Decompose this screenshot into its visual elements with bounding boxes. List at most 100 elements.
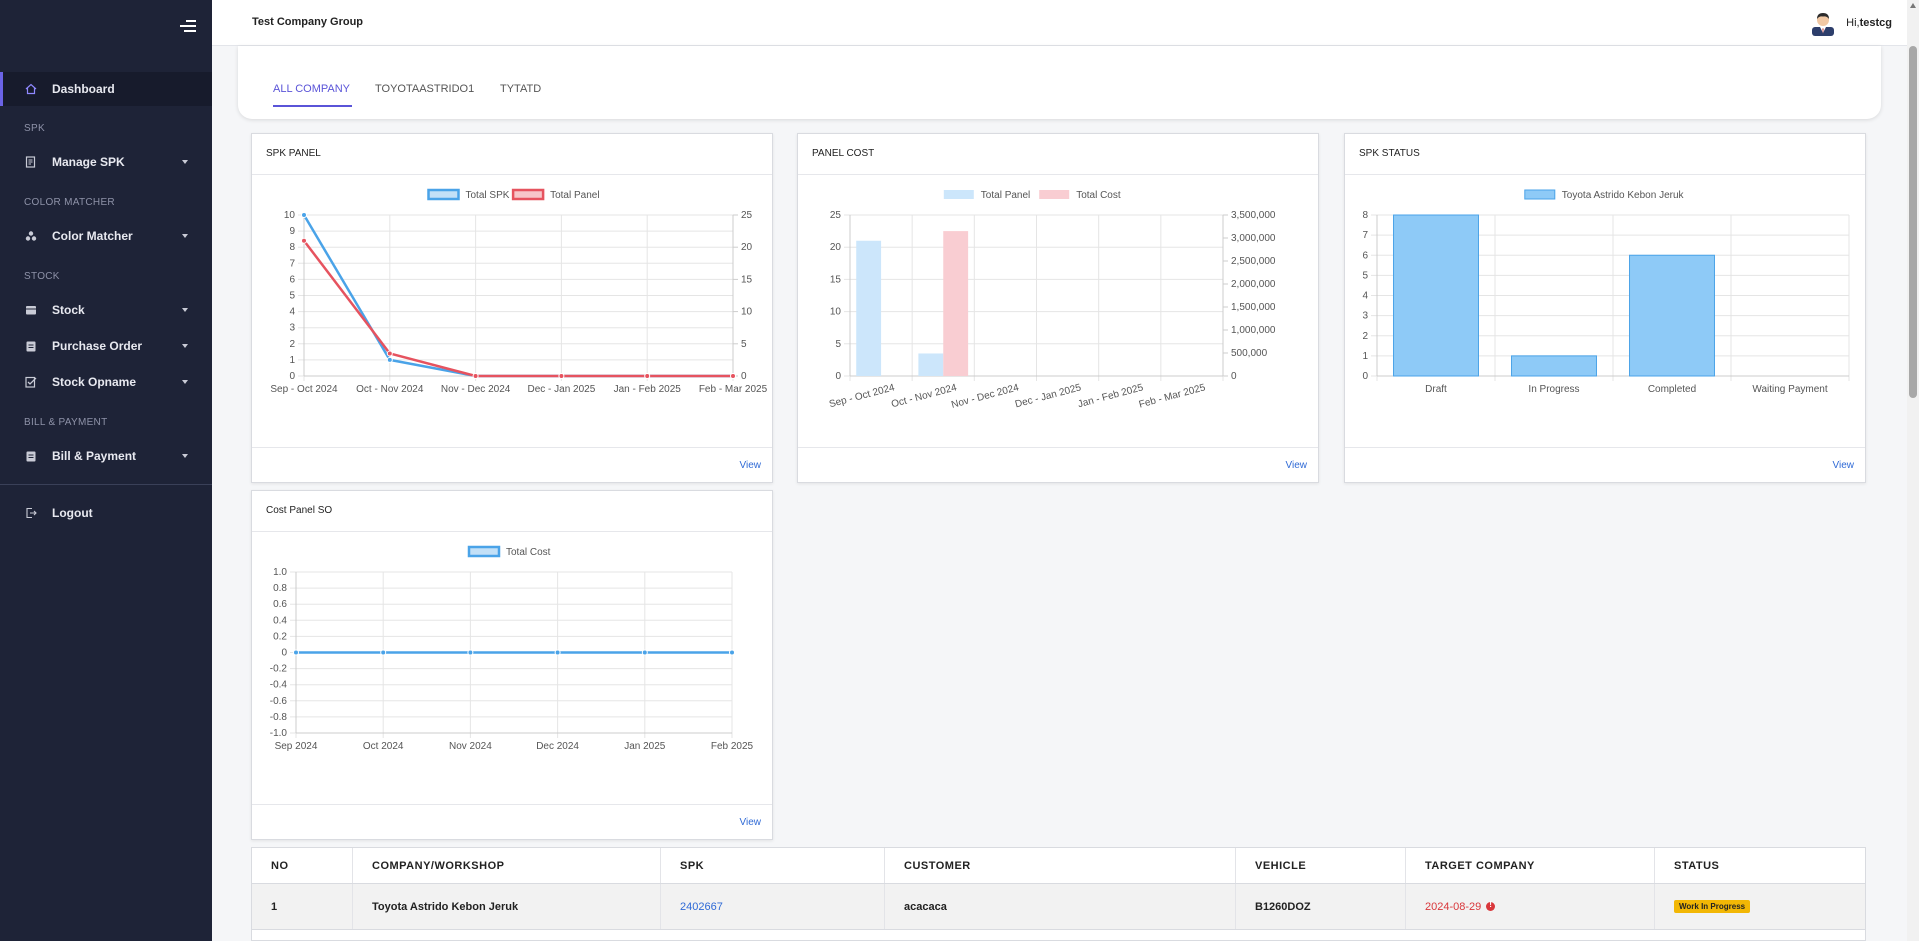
y-tick-label: 0.2 [273, 631, 287, 642]
chevron-down-icon [182, 308, 188, 312]
chevron-down-icon [182, 380, 188, 384]
spk-status-chart: Toyota Astrido Kebon Jeruk 0 1 2 3 4 5 6 7 8 Draft… [1362, 189, 1850, 395]
x-tick-label: Jan - Feb 2025 [614, 384, 682, 395]
spk-status-view-link[interactable]: View [1832, 460, 1855, 471]
x-tick-label: Completed [1648, 384, 1696, 395]
x-tick-label: In Progress [1528, 384, 1579, 395]
page-scrollbar[interactable] [1907, 0, 1919, 941]
sidebar-item-bill-payment[interactable]: Bill & Payment [0, 439, 212, 473]
x-tick-label: Jan 2025 [624, 741, 666, 752]
active-tab-indicator [273, 105, 352, 107]
x-tick-label: Waiting Payment [1752, 384, 1827, 395]
scroll-thumb[interactable] [1909, 46, 1917, 398]
data-point [730, 373, 736, 379]
data-point [554, 649, 561, 656]
sidebar-item-dashboard[interactable]: Dashboard [0, 72, 212, 106]
column-header-status: STATUS [1654, 848, 1865, 883]
y-tick-label: 3 [1362, 311, 1368, 322]
x-tick-label: Jan - Feb 2025 [1077, 382, 1145, 410]
data-point [293, 649, 299, 656]
cell-status: Work In Progress [1654, 884, 1865, 929]
panel-cost-chart: Total Panel Total Cost 0 5 10 15 20 25 0 500,000 1… [828, 190, 1276, 411]
cell-spk-link[interactable]: 2402667 [660, 884, 884, 929]
x-tick-label: Feb - Mar 2025 [699, 384, 768, 395]
sidebar-item-color-matcher[interactable]: Color Matcher [0, 219, 212, 253]
sidebar-toggle-icon[interactable] [180, 20, 196, 34]
scroll-up-arrow-icon[interactable] [1910, 3, 1916, 8]
y-tick-label: 6 [289, 274, 295, 285]
legend-label: Total SPK [466, 190, 510, 201]
sidebar-item-manage-spk[interactable]: Manage SPK [0, 145, 212, 179]
card-divider [1345, 174, 1865, 175]
card-divider [798, 447, 1318, 448]
sidebar-item-label: Dashboard [52, 82, 115, 96]
company-name: Test Company Group [252, 16, 364, 28]
y-tick-label: 5 [1362, 270, 1368, 281]
x-tick-label: Feb 2025 [711, 741, 754, 752]
sidebar-item-stock-opname[interactable]: Stock Opname [0, 365, 212, 399]
sidebar-item-logout[interactable]: Logout [0, 496, 212, 530]
sidebar-item-stock[interactable]: Stock [0, 293, 212, 327]
y-tick-label: 6 [1362, 250, 1368, 261]
y-right-tick-label: 500,000 [1231, 348, 1268, 359]
table-header-row: NO COMPANY/WORKSHOP SPK CUSTOMER VEHICLE… [252, 848, 1865, 884]
data-point [558, 373, 565, 379]
y-right-tick-label: 2,000,000 [1231, 279, 1276, 290]
y-right-tick-label: 3,000,000 [1231, 233, 1276, 244]
data-point [729, 649, 735, 656]
spk-panel-view-link[interactable]: View [739, 460, 762, 471]
sidebar-divider [0, 484, 212, 485]
y-tick-label: 8 [1362, 210, 1368, 221]
card-title: SPK PANEL [266, 148, 321, 159]
table-row[interactable]: 1 Toyota Astrido Kebon Jeruk 2402667 aca… [252, 884, 1865, 930]
sidebar-section-stock: STOCK [24, 271, 60, 282]
chevron-down-icon [182, 344, 188, 348]
card-divider [1345, 447, 1865, 448]
y-tick-label: 2 [289, 339, 295, 350]
legend-label: Total Panel [550, 190, 599, 201]
y-tick-label: 9 [289, 226, 295, 237]
tab-toyotaastrido1[interactable]: TOYOTAASTRIDO1 [375, 83, 475, 95]
y-tick-label: 3 [289, 323, 295, 334]
y-tick-label: 2 [1362, 331, 1368, 342]
legend-swatch [943, 190, 974, 199]
x-tick-label: Dec 2024 [536, 741, 579, 752]
greeting-text: Hi, [1846, 17, 1860, 29]
y-tick-label: 7 [1362, 230, 1368, 241]
data-point [386, 356, 393, 363]
legend-label: Total Panel [981, 190, 1030, 201]
sidebar-item-purchase-order[interactable]: Purchase Order [0, 329, 212, 363]
logout-icon [24, 506, 38, 520]
y-right-tick-label: 20 [741, 242, 753, 253]
cell-company: Toyota Astrido Kebon Jeruk [352, 884, 660, 929]
sidebar-item-label: Manage SPK [52, 155, 125, 169]
y-tick-label: 0.6 [273, 599, 287, 610]
x-tick-label: Dec - Jan 2025 [527, 384, 595, 395]
invoice-icon [24, 449, 38, 463]
chevron-down-icon [182, 234, 188, 238]
bar [943, 231, 969, 376]
data-point [380, 649, 387, 656]
cost-panel-so-view-link[interactable]: View [739, 817, 762, 828]
cell-customer: acacaca [884, 884, 1235, 929]
panel-cost-view-link[interactable]: View [1285, 460, 1308, 471]
tab-all-company[interactable]: ALL COMPANY [273, 83, 351, 95]
y-tick-label: -0.4 [270, 680, 288, 691]
sidebar-section-spk: SPK [24, 123, 45, 134]
y-tick-label: 10 [830, 307, 842, 318]
bar [1511, 355, 1597, 377]
y-tick-label: 0 [281, 648, 287, 659]
user-menu[interactable]: Hi, testcg [1810, 10, 1892, 36]
tab-tytatd[interactable]: TYTATD [500, 83, 542, 95]
data-point [386, 350, 393, 357]
legend-swatch [1039, 190, 1070, 199]
data-point [301, 212, 307, 218]
y-tick-label: 1.0 [273, 567, 287, 578]
x-tick-label: Oct - Nov 2024 [356, 384, 424, 395]
spk-panel-chart: Total SPK Total Panel 0 1 2 3 4 5 6 7 8 9 10 0 5 10 15 20… [270, 188, 768, 395]
y-tick-label: 8 [289, 242, 295, 253]
x-tick-label: Oct 2024 [363, 741, 404, 752]
y-right-tick-label: 2,500,000 [1231, 256, 1276, 267]
sidebar-item-label: Purchase Order [52, 339, 143, 353]
x-tick-label: Draft [1425, 384, 1447, 395]
